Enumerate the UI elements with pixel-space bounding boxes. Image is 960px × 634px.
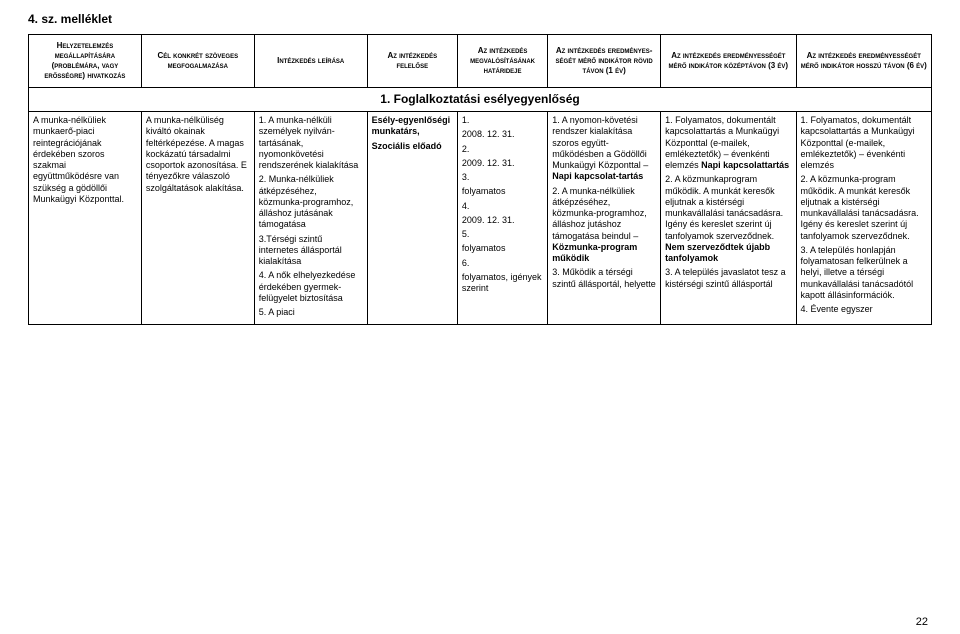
page-number: 22: [916, 616, 928, 628]
cell-indicator-short: 1. A nyomon-követési rendszer kialakítás…: [548, 112, 661, 325]
header-cell: Cél konkrét szöveges megfogalmazása: [141, 35, 254, 88]
cell-text: 5. A piaci: [259, 307, 363, 318]
cell-description: 1. A munka-nélküli személyek nyilván-tar…: [254, 112, 367, 325]
cell-text: 4.: [462, 201, 543, 212]
cell-reference: A munka-nélküliek munkaerő-piaci reinteg…: [29, 112, 142, 325]
header-cell: Az intézkedés eredményességét mérő indik…: [661, 35, 796, 88]
cell-text: 2. A közmunkaprogram működik. A munkát k…: [665, 174, 791, 264]
section-title-row: 1. Foglalkoztatási esélyegyenlőség: [29, 88, 932, 112]
cell-text: Esély-egyenlőségi munkatárs,: [372, 115, 453, 138]
main-table: Helyzetelemzés megállapítására (problémá…: [28, 34, 932, 325]
cell-text: 3. A település honlapján folyamatosan fe…: [801, 245, 927, 301]
section-title: 1. Foglalkoztatási esélyegyenlőség: [29, 88, 932, 112]
header-cell: Helyzetelemzés megállapítására (problémá…: [29, 35, 142, 88]
cell-text: 4. Évente egyszer: [801, 304, 927, 315]
cell-text: 1. Folyamatos, dokumentált kapcsolattart…: [801, 115, 927, 171]
cell-text: 1. A nyomon-követési rendszer kialakítás…: [552, 115, 656, 183]
header-cell: Az intézkedés eredményességét mérő indik…: [796, 35, 931, 88]
cell-text: 5.: [462, 229, 543, 240]
cell-text: 3. Működik a térségi szintű állásportál,…: [552, 267, 656, 290]
cell-text: 2. A közmunka-program működik. A munkát …: [801, 174, 927, 242]
cell-goal: A munka-nélküliség kiváltó okainak felté…: [141, 112, 254, 325]
cell-responsible: Esély-egyenlőségi munkatárs, Szociális e…: [367, 112, 457, 325]
cell-text: folyamatos, igények szerint: [462, 272, 543, 295]
cell-text: 2. Munka-nélküliek átképzéséhez, közmunk…: [259, 174, 363, 230]
cell-text: 2.: [462, 144, 543, 155]
cell-text: 3. A település javaslatot tesz a kistérs…: [665, 267, 791, 290]
cell-text: 3.: [462, 172, 543, 183]
cell-text: 6.: [462, 258, 543, 269]
cell-indicator-mid: 1. Folyamatos, dokumentált kapcsolattart…: [661, 112, 796, 325]
page: 4. sz. melléklet Helyzetelemzés megállap…: [0, 0, 960, 634]
cell-text: 4. A nők elhelyezkedése érdekében gyerme…: [259, 270, 363, 304]
cell-deadline: 1. 2008. 12. 31. 2. 2009. 12. 31. 3. fol…: [457, 112, 547, 325]
cell-text: 2. A munka-nélküliek átképzéséhez, közmu…: [552, 186, 656, 265]
cell-indicator-long: 1. Folyamatos, dokumentált kapcsolattart…: [796, 112, 931, 325]
header-cell: Az intézkedés felelőse: [367, 35, 457, 88]
cell-text: 3.Térségi szintű internetes állásportál …: [259, 234, 363, 268]
table-header-row: Helyzetelemzés megállapítására (problémá…: [29, 35, 932, 88]
cell-text: 1.: [462, 115, 543, 126]
document-title: 4. sz. melléklet: [28, 12, 932, 26]
cell-text: folyamatos: [462, 186, 543, 197]
cell-text: Szociális előadó: [372, 141, 453, 152]
cell-text: 2008. 12. 31.: [462, 129, 543, 140]
cell-text: folyamatos: [462, 243, 543, 254]
header-cell: Az intézkedés megvalósításának határidej…: [457, 35, 547, 88]
header-cell: Intézkedés leírása: [254, 35, 367, 88]
cell-text: 2009. 12. 31.: [462, 158, 543, 169]
header-cell: Az intézkedés eredményes-ségét mérő indi…: [548, 35, 661, 88]
cell-text: 1. A munka-nélküli személyek nyilván-tar…: [259, 115, 363, 171]
table-row: A munka-nélküliek munkaerő-piaci reinteg…: [29, 112, 932, 325]
cell-text: 2009. 12. 31.: [462, 215, 543, 226]
cell-text: 1. Folyamatos, dokumentált kapcsolattart…: [665, 115, 791, 171]
